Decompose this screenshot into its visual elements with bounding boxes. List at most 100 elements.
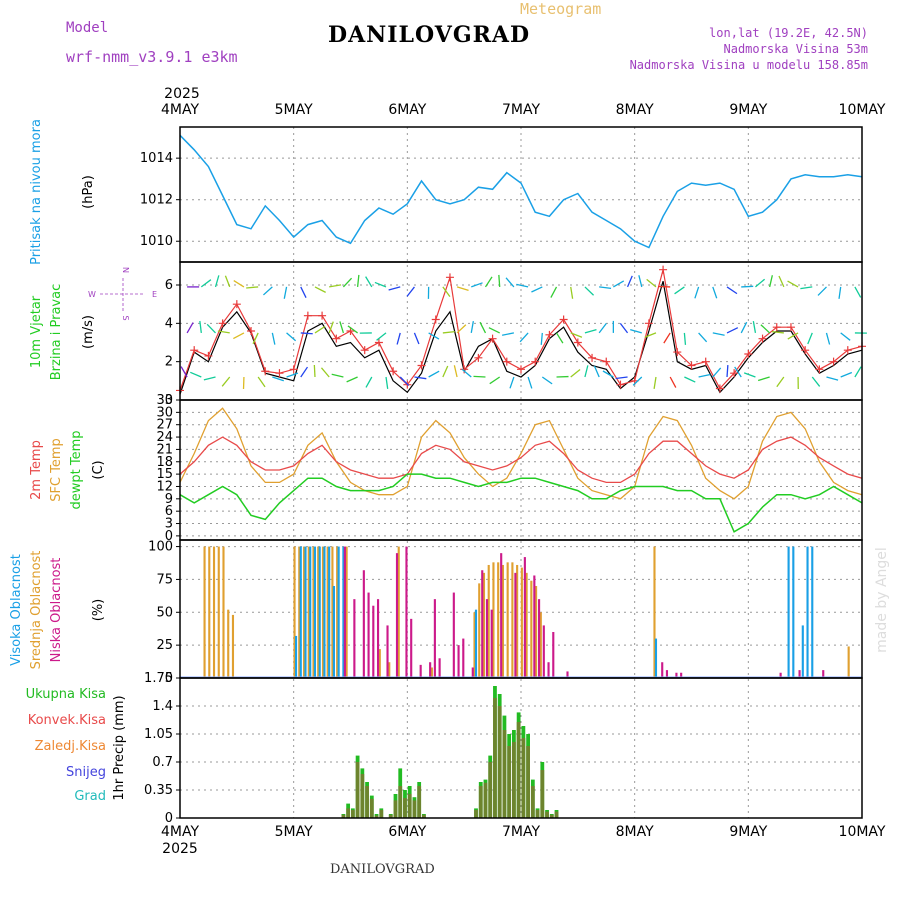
wind-axis-label-2: Brzina i Pravac: [49, 284, 64, 381]
dewpt-line: [179, 473, 863, 533]
y-tick-label: 25: [156, 638, 173, 653]
conv-precip-bar: [398, 786, 403, 818]
conv-precip-bar: [497, 706, 502, 818]
wind-arrow: [489, 376, 501, 385]
wind-arrow: [726, 364, 729, 378]
wind-gust-marker: [374, 338, 383, 347]
wind-arrow: [555, 332, 564, 344]
x-tick-label-top: 6MAY: [388, 102, 426, 118]
mid-cloud-bar: [293, 546, 296, 678]
lonlat-label: lon,lat (19.2E, 42.5N): [709, 26, 868, 40]
wind-arrow: [598, 322, 607, 334]
wind-arrow: [246, 286, 259, 289]
high-cloud-bar: [323, 546, 326, 678]
conv-precip-bar: [535, 810, 540, 818]
low-cloud-bar: [665, 670, 669, 678]
wind-gust-marker: [588, 353, 597, 362]
wind-arrow: [320, 367, 330, 378]
wind-arrow: [854, 366, 862, 378]
high-cloud-bar: [474, 609, 478, 678]
high-cloud-bar: [806, 546, 809, 678]
wind-arrow: [365, 376, 373, 388]
conv-precip-bar: [488, 762, 493, 818]
conv-precip-bar: [403, 798, 407, 818]
wind-arrow: [206, 323, 216, 334]
panel-frame-precip: [179, 677, 863, 819]
wind-arrow: [743, 372, 756, 378]
x-tick-label-bottom: 7MAY: [502, 824, 540, 840]
mid-cloud-bar: [336, 546, 339, 678]
wind-gust-marker: [673, 348, 682, 357]
conv-precip-bar: [502, 730, 507, 818]
low-cloud-bar: [490, 609, 493, 678]
wind-gust-marker: [204, 351, 213, 360]
wind-arrow: [615, 376, 628, 380]
low-cloud-bar: [376, 599, 380, 678]
wind-arrow: [630, 328, 642, 334]
high-cloud-bar: [309, 546, 312, 678]
wind-arrow: [488, 327, 500, 334]
high-cloud-bar: [299, 546, 302, 678]
wind-arrow: [807, 332, 813, 345]
high-cloud-bar: [318, 546, 321, 678]
precip-legend-frozen: Zaledj.Kisa: [35, 739, 106, 754]
conv-precip-bar: [549, 814, 554, 818]
wind-arrow: [180, 366, 188, 378]
wind-arrow: [593, 365, 600, 378]
high-cloud-bar: [328, 546, 331, 678]
wind-arrow: [541, 376, 553, 385]
pressure-unit-label: (hPa): [81, 175, 96, 209]
wind-gust-marker: [332, 334, 341, 343]
wind-axis-label-1: 10m Vjetar: [29, 295, 44, 368]
x-tick-label-bottom: 4MAY: [161, 824, 199, 840]
y-tick-label: 1010: [140, 234, 173, 249]
y-tick-label: 1.4: [152, 699, 173, 714]
precip-legend-snow: Snijeg: [66, 765, 106, 780]
conv-precip-bar: [483, 782, 488, 818]
wind-arrow: [694, 286, 700, 299]
mid-cloud-bar: [397, 546, 400, 678]
t2m-line: [179, 436, 863, 484]
y-tick-label: 12: [156, 479, 173, 494]
wind-arrow: [644, 332, 657, 338]
wind-arrow: [584, 286, 595, 296]
mid-cloud-bar: [535, 586, 538, 678]
wind-gust-marker: [318, 311, 327, 320]
low-cloud-bar: [386, 625, 389, 678]
mid-cloud-bar: [307, 546, 310, 678]
wind-arrow: [669, 376, 677, 388]
conv-precip-bar: [512, 742, 516, 818]
low-cloud-bar: [343, 546, 346, 678]
mid-cloud-bar: [482, 572, 486, 678]
high-cloud-bar: [337, 546, 340, 678]
wind-arrow: [471, 282, 483, 288]
high-cloud-bar: [294, 635, 298, 678]
mid-cloud-bar: [530, 580, 533, 678]
conv-precip-bar: [374, 815, 379, 818]
wind-arrow: [787, 332, 799, 340]
precip-legend-conv: Konvek.Kisa: [28, 713, 106, 728]
wind-arrow: [479, 321, 487, 334]
mid-cloud-bar: [520, 567, 523, 678]
wind-arrow: [570, 368, 581, 378]
wind-arrow: [752, 320, 757, 334]
conv-precip-bar: [346, 808, 351, 818]
mid-cloud-bar: [539, 612, 542, 678]
low-cloud-bar: [429, 662, 432, 678]
wind-arrow: [632, 376, 643, 386]
low-cloud-bar: [438, 658, 441, 678]
wind-gust-marker: [602, 357, 611, 366]
y-tick-label: 0: [165, 671, 173, 686]
mid-cloud-bar: [506, 562, 509, 678]
wind-arrow: [550, 286, 558, 298]
high-cloud-bar: [654, 638, 658, 678]
mid-cloud-bar: [378, 649, 381, 678]
conv-precip-bar: [516, 722, 521, 818]
y-tick-label: 6: [165, 278, 173, 293]
wind-gust-marker: [389, 367, 398, 376]
x-tick-label-top: 10MAY: [839, 102, 886, 118]
y-tick-label: 1.75: [144, 671, 173, 686]
wind-gust-marker: [247, 327, 256, 335]
mid-cloud-bar: [525, 572, 528, 678]
wind-arrow: [787, 280, 799, 288]
